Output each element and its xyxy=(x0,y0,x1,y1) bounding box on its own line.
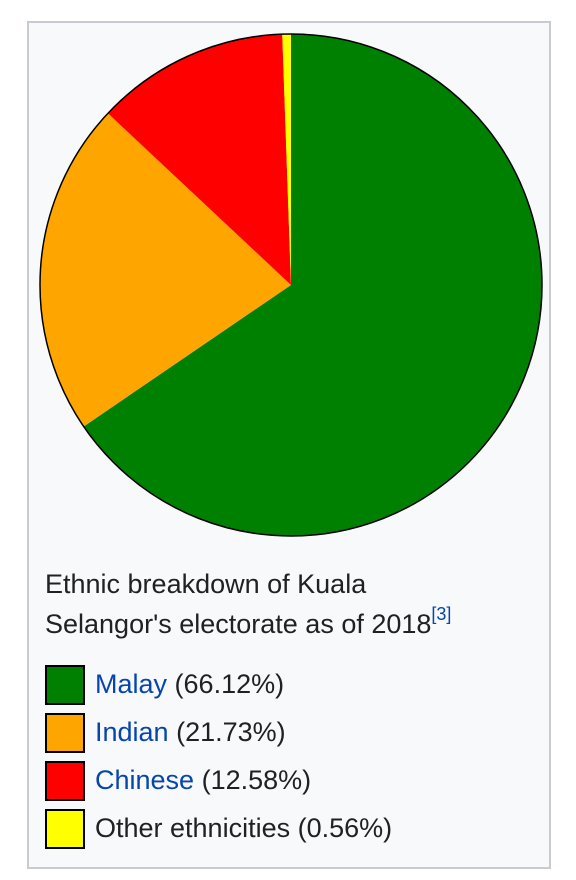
legend-value-indian: (21.73%) xyxy=(176,717,286,747)
legend-item-chinese: Chinese (12.58%) xyxy=(45,760,535,801)
legend-link-indian[interactable]: Indian xyxy=(95,717,169,747)
legend-swatch-malay xyxy=(45,664,85,705)
legend-value-other: (0.56%) xyxy=(297,813,393,843)
legend-link-chinese[interactable]: Chinese xyxy=(95,765,195,795)
pie-slice-chinese xyxy=(107,34,292,285)
legend-item-malay: Malay (66.12%) xyxy=(45,664,535,705)
pie-slice-other xyxy=(282,34,291,285)
legend-swatch-indian xyxy=(45,712,85,753)
chart-panel: Ethnic breakdown of Kuala Selangor's ele… xyxy=(27,21,551,869)
legend-item-other: Other ethnicities (0.56%) xyxy=(45,808,535,849)
legend-value-malay: (66.12%) xyxy=(174,669,285,699)
legend: Malay (66.12%) Indian (21.73%) Chinese (… xyxy=(45,664,535,856)
caption-line-2: Selangor's electorate as of 2018 xyxy=(45,609,432,639)
pie-slice-indian xyxy=(39,113,291,427)
legend-item-indian: Indian (21.73%) xyxy=(45,712,535,753)
legend-swatch-chinese xyxy=(45,760,85,801)
legend-link-malay[interactable]: Malay xyxy=(95,669,168,699)
pie-slice-malay xyxy=(83,34,542,536)
chart-caption: Ethnic breakdown of Kuala Selangor's ele… xyxy=(45,564,525,644)
legend-label-other: Other ethnicities xyxy=(95,813,291,843)
caption-line-1: Ethnic breakdown of Kuala xyxy=(45,569,367,599)
legend-value-chinese: (12.58%) xyxy=(201,765,312,795)
legend-swatch-other xyxy=(45,808,85,849)
pie-chart xyxy=(39,33,543,537)
citation-link[interactable]: [3] xyxy=(431,604,452,624)
pie-outline xyxy=(39,33,543,537)
